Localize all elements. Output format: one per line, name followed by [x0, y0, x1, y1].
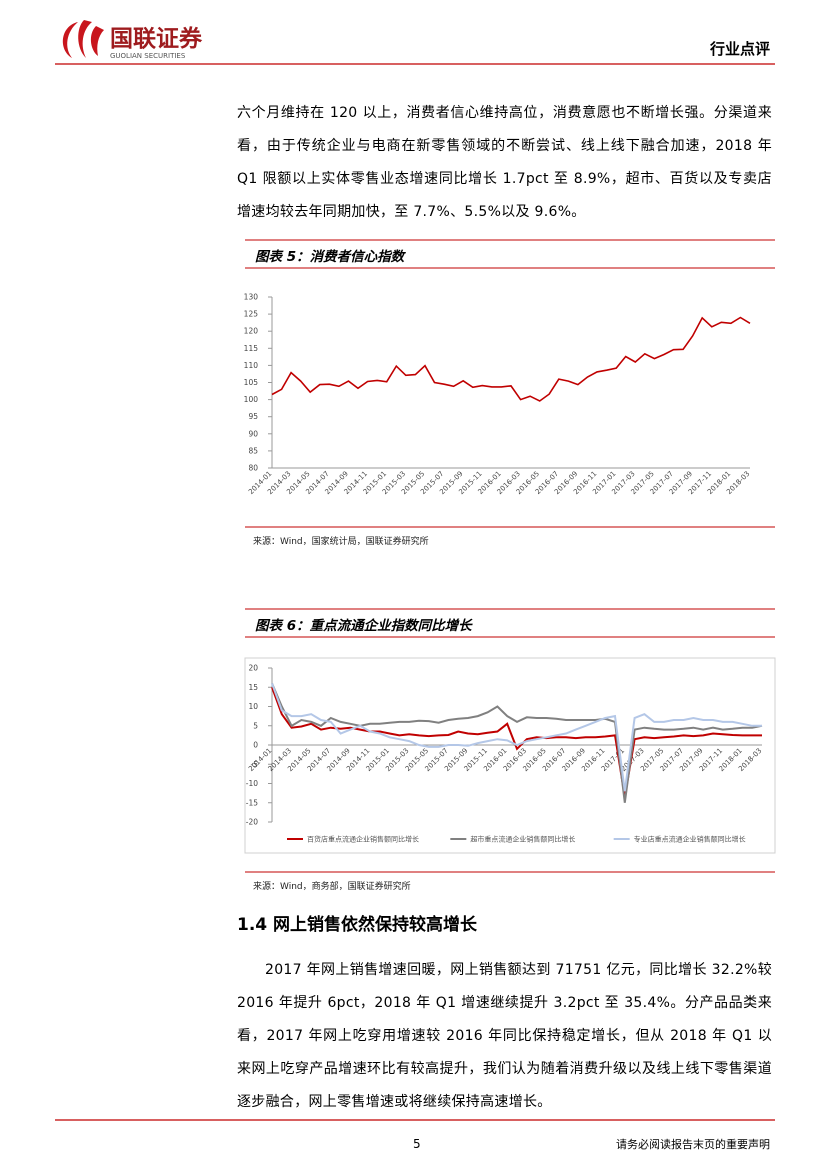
y-tick-label: -5 [251, 760, 259, 769]
y-tick-label: -15 [246, 798, 258, 807]
figure-title: 图表 5：消费者信心指数 [255, 249, 405, 265]
data-line [271, 683, 763, 803]
footer-notice: 请务必阅读报告末页的重要声明 [616, 1137, 770, 1151]
figure-source: 来源：Wind，国家统计局，国联证券研究所 [253, 537, 429, 547]
page-number: 5 [413, 1137, 421, 1151]
figure-title: 图表 6：重点流通企业指数同比增长 [255, 618, 472, 634]
paragraph: 六个月维持在 120 以上，消费者信心维持高位，消费意愿也不断增长强。分渠道来看… [237, 105, 772, 220]
chart-frame [244, 657, 776, 854]
legend-label: 超市重点流通企业销售额同比增长 [470, 835, 575, 844]
y-tick-label: -10 [246, 779, 258, 788]
legend-label: 百货店重点流通企业销售额同比增长 [307, 835, 419, 844]
y-tick-label: 110 [244, 361, 259, 370]
y-tick-label: 120 [244, 327, 259, 336]
y-tick-label: 125 [244, 310, 259, 319]
y-tick-label: 105 [244, 378, 259, 387]
y-tick-label: 15 [248, 683, 258, 692]
y-tick-label: 100 [244, 395, 259, 404]
section-label: 行业点评 [709, 40, 770, 58]
y-tick-label: 95 [248, 412, 258, 421]
y-tick-label: 90 [248, 429, 258, 438]
logo-text: 国联证券 [110, 25, 203, 52]
data-line [271, 683, 762, 792]
y-tick-label: 10 [248, 702, 258, 711]
section-heading: 1.4 网上销售依然保持较高增长 [237, 915, 478, 935]
figure-source: 来源：Wind，商务部，国联证券研究所 [253, 882, 411, 892]
logo [62, 20, 104, 58]
y-tick-label: 130 [244, 293, 259, 302]
y-tick-label: 20 [248, 664, 258, 673]
logo-subtext: GUOLIAN SECURITIES [110, 52, 186, 60]
paragraph: 2017 年网上销售增速回暖，网上销售额达到 71751 亿元，同比增长 32.… [237, 962, 772, 1110]
data-line [271, 686, 762, 798]
y-tick-label: 80 [248, 464, 258, 473]
y-tick-label: 5 [253, 721, 258, 730]
y-tick-label: -20 [246, 818, 258, 827]
data-line [271, 316, 751, 402]
y-tick-label: 115 [244, 344, 259, 353]
y-tick-label: 85 [248, 446, 258, 455]
legend-label: 专业店重点流通企业销售额同比增长 [634, 835, 746, 844]
y-tick-label: 0 [253, 741, 258, 750]
